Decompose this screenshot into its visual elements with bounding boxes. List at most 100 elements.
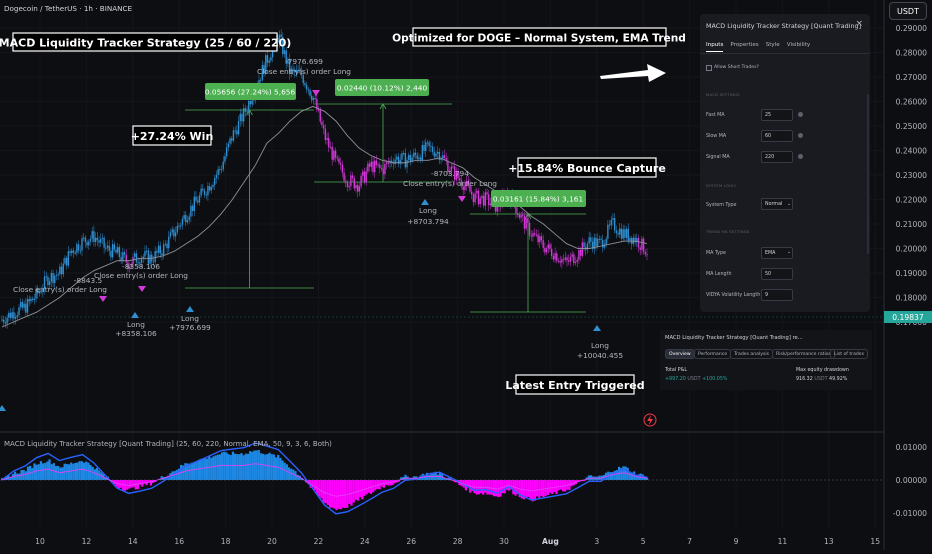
candle	[214, 178, 215, 185]
time-tick: 9	[734, 537, 739, 546]
tab-style[interactable]: Style	[766, 42, 780, 52]
fast-ma-input[interactable]: 25	[761, 109, 793, 121]
currency-button[interactable]: USDT	[889, 2, 927, 20]
candle	[12, 312, 13, 318]
candle	[168, 237, 169, 249]
histogram-bar	[335, 480, 337, 510]
histogram-bar	[368, 480, 370, 493]
histogram-bar	[133, 480, 135, 487]
signal-ma-input[interactable]: 220	[761, 151, 793, 163]
candle	[103, 238, 104, 248]
trade-label-3: 0.03161 (15.84%) 3,161	[493, 195, 584, 204]
panel-scrollbar[interactable]	[867, 94, 869, 254]
candle	[180, 225, 181, 226]
candle	[410, 155, 411, 161]
candle	[243, 108, 244, 121]
histogram-bar	[234, 454, 236, 480]
candle	[480, 198, 481, 204]
field-label: VIDYA Volatility Length	[706, 293, 760, 298]
time-tick: 26	[406, 537, 416, 546]
info-icon[interactable]	[798, 154, 803, 159]
histogram-bar	[262, 454, 264, 480]
ma-length-input[interactable]: 50	[761, 268, 793, 280]
candle	[624, 229, 625, 238]
histogram-bar	[348, 480, 350, 504]
win-note: +27.24% Win	[131, 130, 214, 143]
signal-text: Long	[181, 314, 199, 323]
candle	[321, 122, 322, 126]
candle	[308, 89, 309, 90]
field-label: MA Length	[706, 272, 732, 277]
tab-performance[interactable]: Performance	[694, 349, 731, 359]
candle	[326, 138, 327, 140]
candle	[536, 234, 537, 235]
histogram-bar	[18, 473, 20, 480]
candle	[384, 164, 385, 174]
price-tick: 0.29000	[896, 24, 928, 33]
candle	[333, 151, 334, 160]
candle	[435, 154, 436, 157]
candle	[619, 229, 620, 235]
candle	[406, 160, 407, 167]
candle	[527, 218, 528, 222]
candle	[357, 185, 358, 192]
candle	[609, 225, 610, 226]
allow-short-checkbox[interactable]	[706, 65, 712, 71]
histogram-bar	[540, 480, 542, 496]
candle	[246, 111, 247, 112]
candle	[614, 218, 615, 230]
histogram-bar	[243, 455, 245, 480]
tab-properties[interactable]: Properties	[730, 42, 758, 52]
histogram-bar	[228, 454, 230, 480]
candle	[342, 165, 343, 173]
candle	[388, 162, 389, 163]
candle	[548, 244, 549, 248]
candle	[539, 236, 540, 242]
histogram-bar	[221, 452, 223, 480]
price-tick: 0.25000	[896, 122, 928, 131]
vidya-length-input[interactable]: 9	[761, 289, 793, 301]
tab-trades-analysis[interactable]: Trades analysis	[730, 349, 773, 359]
macd-tick: 0.00000	[896, 476, 928, 485]
field-label: MA Type	[706, 251, 726, 256]
candle	[432, 147, 433, 153]
price-tick: 0.18000	[896, 294, 928, 303]
candle	[367, 164, 368, 172]
time-tick: 30	[499, 537, 509, 546]
info-icon[interactable]	[798, 112, 803, 117]
trade-label-1: 0.05656 (27.24%) 5,656	[205, 88, 296, 97]
histogram-bar	[553, 480, 555, 492]
histogram-bar	[340, 480, 342, 509]
field-label: Fast MA	[706, 113, 725, 118]
candle	[91, 231, 92, 239]
histogram-bar	[527, 480, 529, 497]
candle	[136, 253, 137, 262]
tab-overview[interactable]: Overview	[665, 349, 695, 359]
section-trend: TREND MA SETTINGS	[706, 229, 750, 234]
histogram-bar	[72, 464, 74, 480]
candle	[364, 171, 365, 181]
price-tick: 0.19000	[896, 269, 928, 278]
candle	[362, 171, 363, 175]
tab-list-of-trades[interactable]: List of trades	[830, 349, 868, 359]
candle	[76, 244, 77, 253]
tab-risk-ratios[interactable]: Risk/performance ratios	[772, 349, 835, 359]
candle	[622, 229, 623, 238]
candle	[381, 168, 382, 169]
candle	[314, 98, 315, 99]
tab-visibility[interactable]: Visibility	[787, 42, 810, 52]
close-icon[interactable]: ×	[855, 19, 863, 29]
candle	[124, 252, 125, 255]
field-label: System Type	[706, 203, 736, 208]
histogram-bar	[273, 454, 275, 480]
tab-inputs[interactable]: Inputs	[706, 42, 723, 52]
histogram-bar	[331, 480, 333, 508]
candle	[643, 239, 644, 252]
candle	[374, 161, 375, 173]
candle	[216, 175, 217, 178]
chevron-down-icon: ⌄	[787, 201, 791, 207]
histogram-bar	[327, 480, 329, 505]
candle	[313, 98, 314, 100]
info-icon[interactable]	[798, 133, 803, 138]
slow-ma-input[interactable]: 60	[761, 130, 793, 142]
